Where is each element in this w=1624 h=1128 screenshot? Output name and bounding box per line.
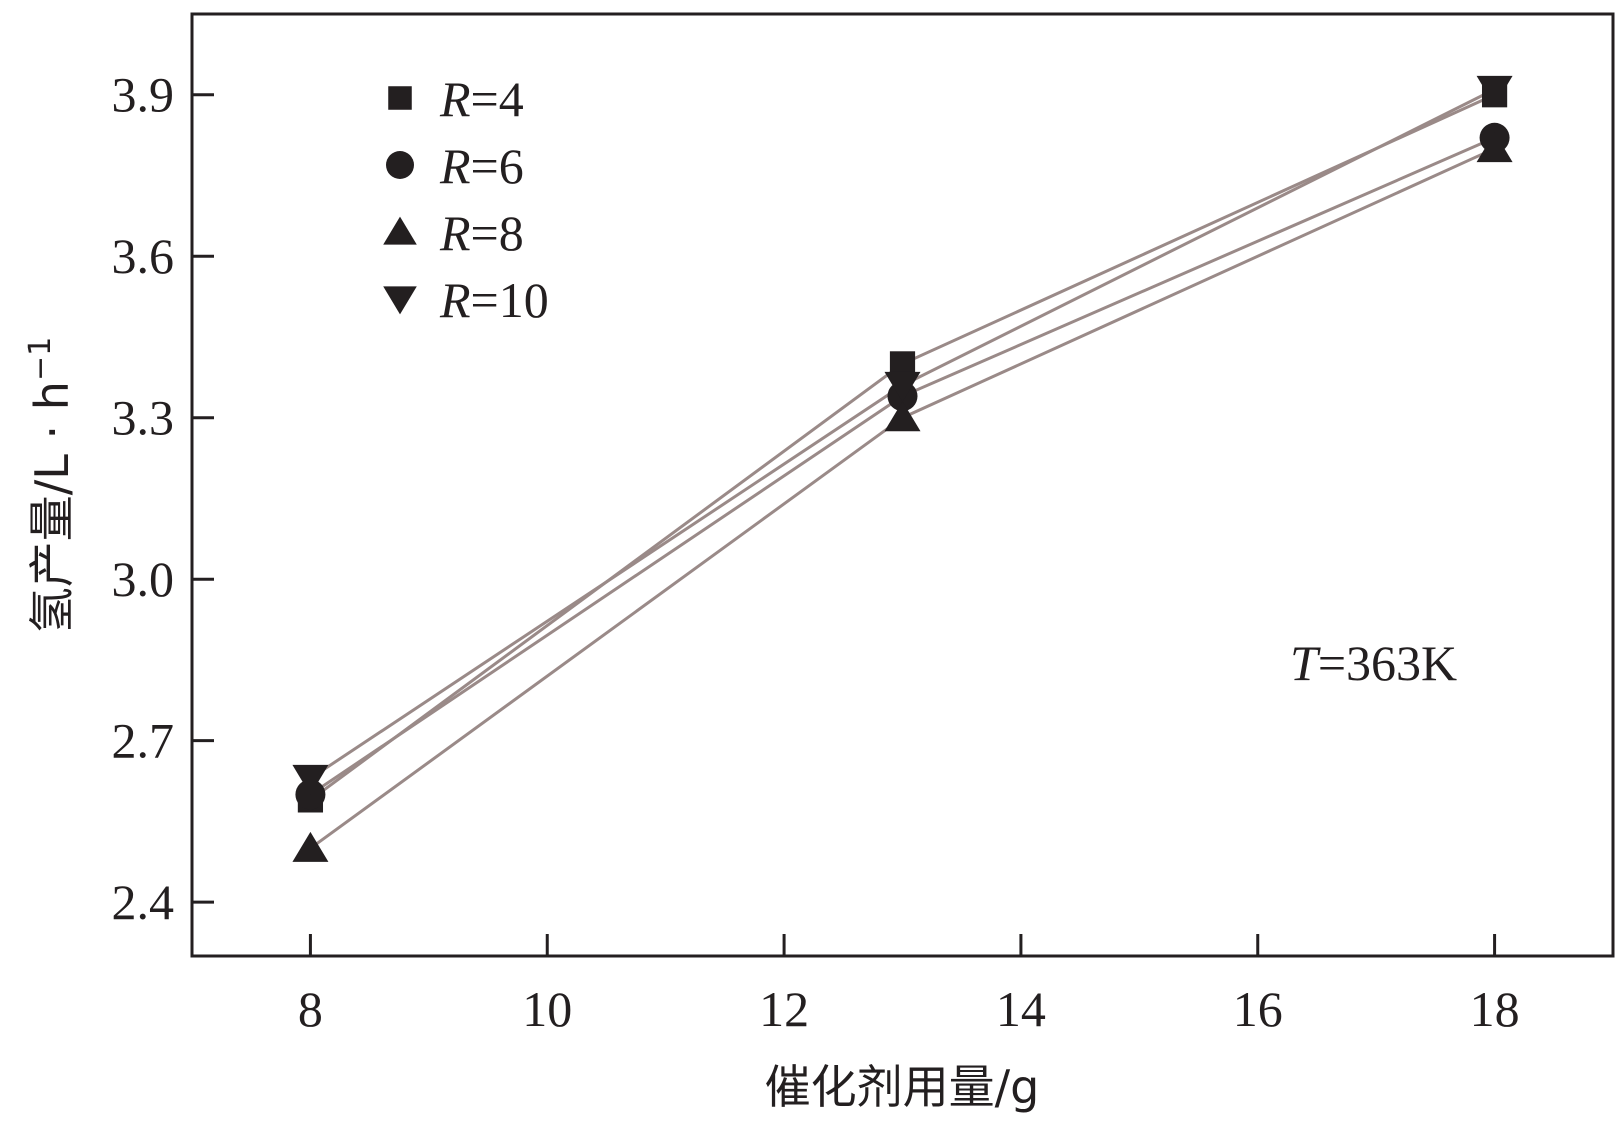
temperature-annotation: T=363K xyxy=(1290,635,1457,691)
x-tick-label: 16 xyxy=(1233,981,1283,1037)
legend-label-symbol: R xyxy=(439,272,471,328)
legend-label-value: =4 xyxy=(471,71,524,127)
y-axis-title-main: 氢产量/L · h xyxy=(25,381,79,633)
legend-label-symbol: R xyxy=(439,205,471,261)
legend-marker-triangle-up xyxy=(383,216,417,245)
temperature-symbol: T xyxy=(1290,635,1321,691)
legend-label: R=8 xyxy=(439,205,524,261)
data-point-triangle-up xyxy=(884,401,921,432)
legend-label-value: =6 xyxy=(471,138,524,194)
legend-marker-square xyxy=(388,86,412,110)
x-tick-label: 8 xyxy=(298,981,323,1037)
legend: R=4R=6R=8R=10 xyxy=(383,71,549,328)
plot-frame xyxy=(190,12,1615,958)
legend-marker-triangle-down xyxy=(383,286,417,315)
legend-label: R=10 xyxy=(439,272,549,328)
y-tick-label: 3.0 xyxy=(112,551,175,607)
series-markers xyxy=(292,75,1513,862)
x-tick-label: 10 xyxy=(522,981,572,1037)
y-axis-title: 氢产量/L · h−1 xyxy=(23,337,79,633)
y-tick-label: 2.7 xyxy=(112,713,175,769)
series-lines xyxy=(309,88,1496,850)
legend-label-symbol: R xyxy=(439,138,471,194)
y-tick-label: 3.9 xyxy=(112,67,175,123)
y-tick-label: 2.4 xyxy=(112,874,175,930)
data-point-triangle-down xyxy=(292,764,329,795)
y-tick-label: 3.3 xyxy=(112,390,175,446)
data-point-triangle-up xyxy=(1476,132,1513,163)
legend-label-value: =10 xyxy=(471,272,549,328)
y-tick-label: 3.6 xyxy=(112,228,175,284)
legend-label: R=6 xyxy=(439,138,524,194)
legend-marker-circle xyxy=(386,151,414,179)
temperature-value: =363K xyxy=(1318,635,1457,691)
legend-label: R=4 xyxy=(439,71,524,127)
x-axis-title: 催化剂用量/g xyxy=(765,1060,1040,1114)
x-tick-label: 18 xyxy=(1470,981,1520,1037)
legend-label-symbol: R xyxy=(439,71,471,127)
data-point-triangle-down xyxy=(884,371,921,402)
x-tick-label: 12 xyxy=(759,981,809,1037)
data-point-triangle-down xyxy=(1476,75,1513,106)
series-line-square xyxy=(309,93,1496,802)
y-axis-title-superscript: −1 xyxy=(23,337,58,381)
x-tick-label: 14 xyxy=(996,981,1046,1037)
legend-label-value: =8 xyxy=(471,205,524,261)
data-point-triangle-up xyxy=(292,831,329,862)
y-axis-ticks: 2.4 2.7 3.0 3.3 3.6 3.9 xyxy=(112,67,214,930)
x-axis-ticks: 8 10 12 14 16 18 xyxy=(298,934,1520,1037)
